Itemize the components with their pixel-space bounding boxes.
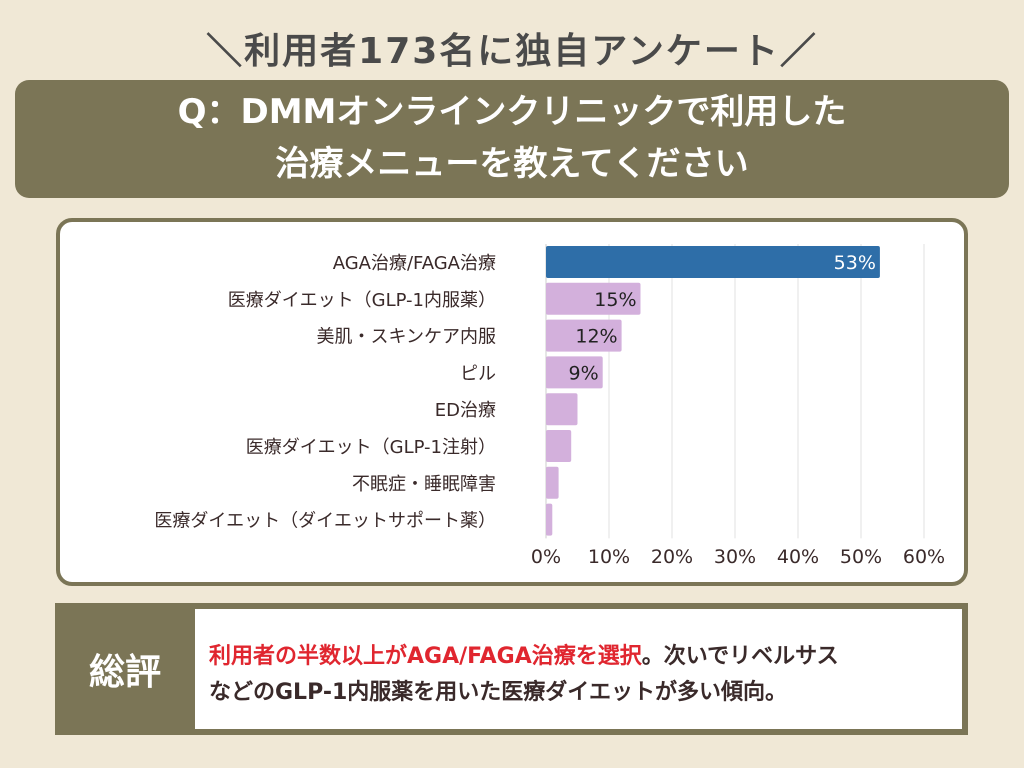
summary-text: 利用者の半数以上がAGA/FAGA治療を選択。次いでリベルサス などのGLP-1… [195,609,962,729]
category-label: 医療ダイエット（ダイエットサポート薬） [154,511,496,532]
bar [546,393,578,426]
chart-panel [56,218,968,586]
category-label: 不眠症・睡眠障害 [352,474,496,495]
summary-line-2: などのGLP-1内服薬を用いた医療ダイエットが多い傾向。 [209,680,788,705]
x-tick-label: 0% [531,546,561,568]
category-label: ピル [460,363,496,384]
summary-rest: 。次いでリベルサス [641,644,839,669]
data-label: 53% [834,252,876,274]
question-line-1: Q：DMMオンラインクリニックで利用した [177,92,847,132]
question-line-2: 治療メニューを教えてください [275,144,749,184]
data-label: 9% [569,362,599,384]
summary-panel: 総評 利用者の半数以上がAGA/FAGA治療を選択。次いでリベルサス などのGL… [55,603,968,735]
bar [546,430,572,462]
category-label: ED治療 [435,400,496,421]
category-label: 医療ダイエット（GLP-1内服薬） [228,290,496,311]
bar [546,282,641,315]
x-tick-label: 30% [714,546,756,568]
x-tick-label: 40% [777,546,819,568]
bar [546,503,553,536]
bar [546,319,622,352]
category-label: 医療ダイエット（GLP-1注射） [246,437,496,458]
summary-label: 総評 [88,652,161,693]
x-tick-label: 10% [588,546,630,568]
subtitle: ＼利用者173名に独自アンケート／ [206,31,818,72]
summary-highlight: 利用者の半数以上がAGA/FAGA治療を選択 [209,644,642,669]
category-label: AGA治療/FAGA治療 [333,253,496,274]
x-tick-label: 60% [903,546,945,568]
x-tick-label: 50% [840,546,882,568]
bar [546,246,880,278]
bar [546,356,603,389]
data-label: 12% [575,326,617,348]
question-banner: Q：DMMオンラインクリニックで利用した 治療メニューを教えてください [15,80,1009,198]
data-label: 15% [594,289,636,311]
x-tick-label: 20% [651,546,693,568]
bar [546,466,559,499]
category-label: 美肌・スキンケア内服 [317,327,496,348]
